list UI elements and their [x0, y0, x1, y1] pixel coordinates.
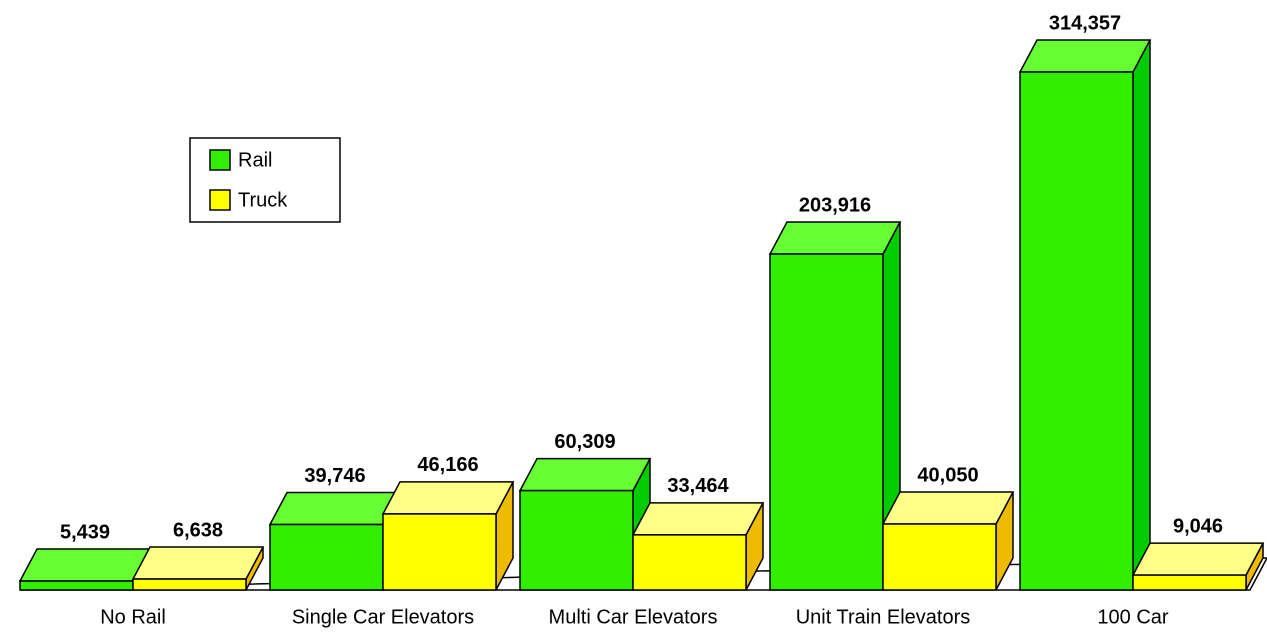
bar-front: [1019, 71, 1134, 591]
bar-top: [768, 221, 902, 255]
legend-swatch: [209, 189, 231, 211]
bar-top: [131, 546, 265, 580]
bar-top: [1018, 39, 1152, 73]
x-tick-label: Multi Car Elevators: [549, 606, 718, 628]
bar-front: [19, 580, 134, 591]
x-tick-label: Unit Train Elevators: [796, 606, 971, 628]
value-label: 39,746: [304, 465, 365, 487]
value-label: 60,309: [554, 431, 615, 453]
bar-front: [269, 523, 384, 591]
value-label: 6,638: [173, 519, 223, 541]
bar-front: [882, 523, 997, 591]
value-label: 40,050: [917, 464, 978, 486]
bar-front: [632, 534, 747, 591]
bar: [768, 221, 902, 591]
x-tick-label: Single Car Elevators: [292, 606, 474, 628]
bar: [1131, 542, 1265, 591]
bar-front: [382, 513, 497, 591]
bar-front: [769, 253, 884, 591]
bar: [631, 502, 765, 591]
bar-front: [132, 578, 247, 591]
x-tick-label: No Rail: [100, 606, 166, 628]
bar-top: [518, 457, 652, 492]
bar-top: [881, 491, 1015, 525]
x-tick-label: 100 Car: [1097, 606, 1168, 628]
bar-front: [1132, 574, 1247, 591]
bar: [131, 546, 265, 591]
bar: [1018, 39, 1152, 591]
bar-top: [268, 491, 402, 526]
value-label: 203,916: [799, 194, 871, 216]
legend-label: Truck: [238, 189, 288, 211]
bar: [881, 491, 1015, 591]
value-label: 9,046: [1173, 515, 1223, 537]
legend-swatch: [209, 149, 231, 171]
value-label: 46,166: [417, 454, 478, 476]
value-label: 33,464: [667, 475, 729, 497]
bar-top: [631, 502, 765, 536]
legend-label: Rail: [238, 149, 272, 171]
bar-top: [18, 548, 152, 582]
bar: [518, 457, 652, 591]
bar-top: [381, 481, 515, 515]
bar: [18, 548, 152, 591]
legend: Rail Truck: [189, 137, 341, 223]
value-label: 5,439: [60, 521, 110, 543]
bar: [381, 481, 515, 591]
bar-top: [1131, 542, 1265, 576]
bar-front: [519, 489, 634, 591]
bar: [268, 491, 402, 591]
bar-side: [1132, 39, 1151, 591]
value-label: 314,357: [1049, 12, 1121, 34]
